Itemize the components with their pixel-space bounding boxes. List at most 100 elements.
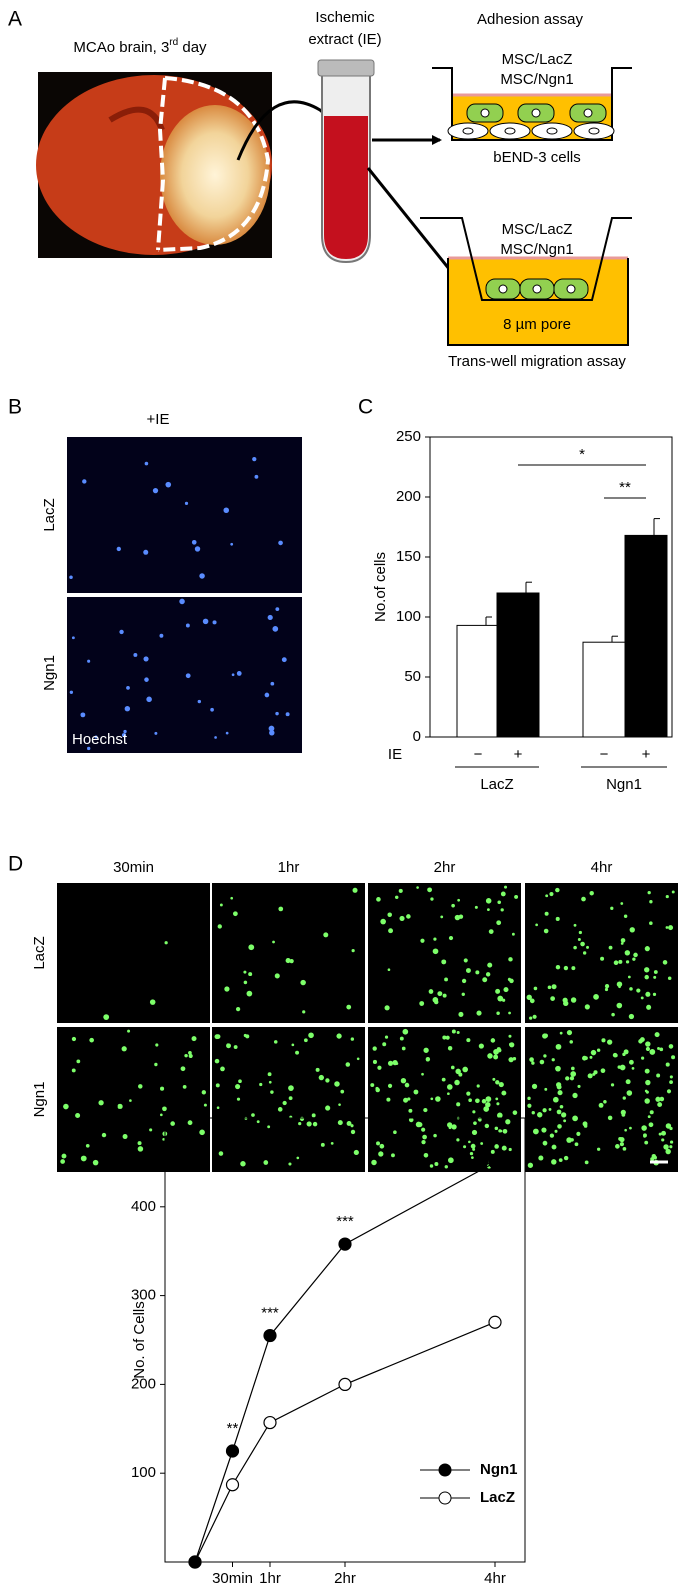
cell-dot — [472, 1110, 476, 1114]
row-label: LacZ — [41, 498, 58, 531]
cell-dot — [608, 945, 613, 950]
cell-dot — [387, 1083, 393, 1088]
cell-dot — [668, 1044, 674, 1049]
superscript: rd — [169, 37, 178, 48]
cell-dot — [387, 1060, 394, 1066]
cell-dot — [498, 1081, 504, 1088]
cell-dot — [476, 1010, 482, 1016]
cell-dot — [117, 1103, 123, 1110]
cell-dot — [600, 956, 605, 961]
cell-dot — [282, 1100, 287, 1106]
legend-label: Ngn1 — [480, 1461, 518, 1478]
cell-dot — [80, 712, 86, 718]
cell-dot — [543, 1054, 547, 1058]
cell-dot — [565, 1076, 570, 1081]
cell-dot — [413, 1089, 419, 1095]
cell-dot — [232, 911, 238, 917]
cell-dot — [219, 903, 223, 907]
cell-dot — [622, 1096, 626, 1100]
cell-dot — [199, 1129, 205, 1136]
cell-dot — [586, 945, 589, 949]
arrow — [366, 167, 464, 287]
micrograph — [212, 883, 365, 1023]
cell-dot — [202, 618, 209, 625]
cell-dot — [563, 965, 569, 971]
cell-dot — [561, 1112, 567, 1118]
cell-dot — [665, 926, 669, 929]
cell-dot — [617, 1065, 621, 1069]
cell-dot — [644, 1089, 648, 1093]
cell-dot — [623, 1049, 629, 1055]
panel-letter: B — [8, 396, 22, 419]
cell-dot — [508, 1034, 512, 1038]
cell-dot — [497, 900, 502, 905]
cell-dot — [187, 1120, 193, 1126]
cell-dot — [122, 1134, 128, 1140]
data-point — [488, 1155, 502, 1170]
cell-dot — [551, 1058, 555, 1062]
cell-dot — [669, 1140, 674, 1144]
cell-dot — [542, 1140, 548, 1146]
cell-dot — [584, 1004, 590, 1010]
y-tick-label: 200 — [131, 1375, 156, 1392]
cell-dot — [648, 1122, 654, 1128]
cell-dot — [615, 1144, 620, 1149]
cell-label: MSC/LacZ — [502, 221, 573, 238]
cell-dot — [388, 928, 394, 934]
cell-dot — [593, 994, 599, 1000]
cell-dot — [379, 1143, 385, 1149]
cell-dot — [576, 1131, 581, 1136]
brain-label: MCAo brain, 3rd day — [73, 37, 207, 56]
cell-dot — [408, 1117, 414, 1123]
cell-dot — [270, 681, 275, 686]
significance: *** — [261, 1305, 279, 1322]
nuclei — [69, 457, 290, 751]
x-tick-label: 1hr — [259, 1570, 281, 1587]
nucleus — [531, 108, 541, 118]
cell-dot — [624, 950, 631, 956]
cell-dot — [162, 1138, 165, 1141]
cell-dot — [619, 1064, 626, 1071]
cell-dot — [455, 1068, 461, 1075]
data-point — [338, 1237, 352, 1251]
cell-dot — [236, 671, 242, 676]
cell-dot — [557, 1090, 563, 1096]
cell-dot — [466, 1091, 471, 1096]
cell-dot — [556, 1084, 562, 1090]
cell-dot — [668, 925, 674, 931]
cell-dot — [179, 598, 185, 605]
x-tick-label: 4hr — [484, 1570, 506, 1587]
cell-dot — [662, 960, 668, 965]
cell-dot — [610, 906, 614, 910]
cell-dot — [481, 1099, 487, 1104]
cell-label: MSC/LacZ — [502, 51, 573, 68]
column-label: 4hr — [591, 859, 613, 876]
cell-dot — [641, 1125, 647, 1131]
cell-dot — [501, 1145, 507, 1151]
nucleus — [566, 284, 576, 294]
y-axis-label: No.of cells — [372, 552, 389, 622]
cell-dot — [346, 1121, 352, 1126]
cell-dot — [563, 1155, 569, 1161]
cell-dot — [215, 1083, 220, 1088]
cell-dot — [463, 1145, 467, 1149]
nucleus — [462, 127, 474, 135]
cell-dot — [669, 1075, 673, 1079]
cell-dot — [559, 1031, 563, 1035]
row-label: LacZ — [31, 936, 48, 969]
cell-dot — [480, 1142, 484, 1145]
significance: *** — [486, 1131, 504, 1148]
cell-dot — [604, 984, 610, 989]
cell-dot — [645, 1041, 651, 1047]
cell-dot — [203, 1103, 207, 1107]
cell-dot — [323, 932, 329, 938]
cell-dot — [159, 633, 164, 638]
cell-dot — [511, 932, 515, 936]
cell-dot — [408, 1108, 413, 1113]
cell-dot — [394, 895, 399, 900]
cell-dot — [256, 1120, 260, 1124]
cell-dot — [210, 707, 214, 712]
cell-dot — [666, 1089, 672, 1094]
cell-dot — [403, 1097, 409, 1103]
cell-dot — [146, 696, 152, 703]
